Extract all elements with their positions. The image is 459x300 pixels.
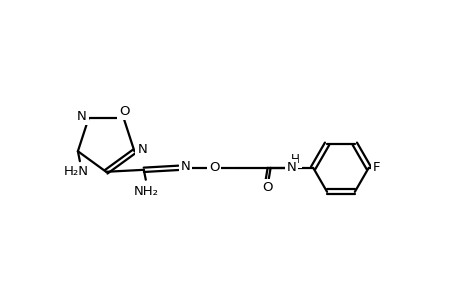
Text: N: N xyxy=(180,160,190,173)
Text: N: N xyxy=(77,110,86,122)
Text: H: H xyxy=(291,153,299,167)
Text: F: F xyxy=(372,161,380,174)
Text: N: N xyxy=(137,143,147,156)
Text: NH₂: NH₂ xyxy=(133,185,158,198)
Text: O: O xyxy=(208,161,219,174)
Text: O: O xyxy=(119,105,129,118)
Text: O: O xyxy=(262,181,272,194)
Text: N: N xyxy=(286,161,296,174)
Text: H₂N: H₂N xyxy=(63,165,88,178)
